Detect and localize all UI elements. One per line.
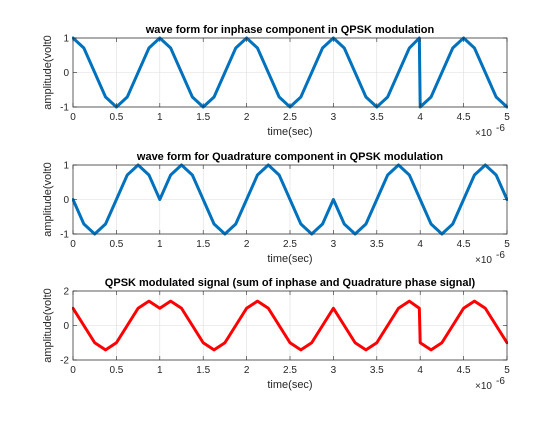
x-tick-label: 0 <box>70 365 76 376</box>
y-tick-label: 1 <box>63 161 69 172</box>
x-exponent-power: -6 <box>496 123 505 134</box>
x-tick-label: 1.5 <box>196 365 210 376</box>
x-tick-label: 2.5 <box>283 239 297 250</box>
x-tick-label: 0 <box>70 239 76 250</box>
x-tick-label: 2 <box>244 112 250 123</box>
y-axis-label: amplitude(volt0 <box>42 35 54 110</box>
x-tick-label: 2.5 <box>283 112 297 123</box>
x-axis-label: time(sec) <box>267 379 312 391</box>
y-tick-label: 1 <box>63 34 69 45</box>
series-line <box>72 299 508 352</box>
x-axis-label: time(sec) <box>267 253 312 265</box>
x-tick-label: 1.5 <box>196 112 210 123</box>
x-tick-label: 4.5 <box>457 239 471 250</box>
y-tick-label: 0 <box>63 68 69 79</box>
x-exponent-power: -6 <box>496 376 505 387</box>
x-tick-label: 4 <box>417 112 423 123</box>
x-exponent-power: -6 <box>496 250 505 261</box>
x-tick-label: 0.5 <box>109 239 123 250</box>
chart-title: QPSK modulated signal (sum of inphase an… <box>105 277 476 289</box>
x-exponent-label: ×10 <box>475 381 492 392</box>
x-tick-label: 0 <box>70 112 76 123</box>
x-tick-label: 0.5 <box>109 365 123 376</box>
x-tick-label: 2 <box>244 239 250 250</box>
x-tick-label: 5 <box>504 365 510 376</box>
x-exponent-label: ×10 <box>475 128 492 139</box>
x-tick-label: 2.5 <box>283 365 297 376</box>
x-tick-label: 3.5 <box>370 112 384 123</box>
x-tick-label: 4.5 <box>457 112 471 123</box>
x-tick-label: 1.5 <box>196 239 210 250</box>
x-tick-label: 3 <box>331 239 337 250</box>
x-tick-label: 4.5 <box>457 365 471 376</box>
y-tick-label: -2 <box>60 356 69 367</box>
x-tick-label: 0.5 <box>109 112 123 123</box>
x-axis-label: time(sec) <box>267 126 312 138</box>
chart-title: wave form for Quadrature component in QP… <box>136 151 443 163</box>
y-tick-label: 0 <box>63 195 69 206</box>
x-tick-label: 1 <box>157 365 163 376</box>
series-line <box>72 163 508 236</box>
x-tick-label: 3 <box>331 112 337 123</box>
x-exponent-label: ×10 <box>475 255 492 266</box>
x-tick-label: 4 <box>417 365 423 376</box>
x-tick-label: 1 <box>157 239 163 250</box>
x-tick-label: 1 <box>157 112 163 123</box>
chart-title: wave form for inphase component in QPSK … <box>145 24 435 36</box>
y-tick-label: 2 <box>63 287 69 298</box>
x-tick-label: 3 <box>331 365 337 376</box>
x-tick-label: 5 <box>504 239 510 250</box>
x-tick-label: 5 <box>504 112 510 123</box>
y-axis-label: amplitude(volt0 <box>42 288 54 363</box>
x-tick-label: 2 <box>244 365 250 376</box>
y-tick-label: -1 <box>60 103 69 114</box>
y-tick-label: 0 <box>63 321 69 332</box>
x-tick-label: 3.5 <box>370 365 384 376</box>
x-tick-label: 4 <box>417 239 423 250</box>
y-axis-label: amplitude(volt0 <box>42 162 54 237</box>
y-tick-label: -1 <box>60 230 69 241</box>
series-line <box>72 36 508 109</box>
x-tick-label: 3.5 <box>370 239 384 250</box>
